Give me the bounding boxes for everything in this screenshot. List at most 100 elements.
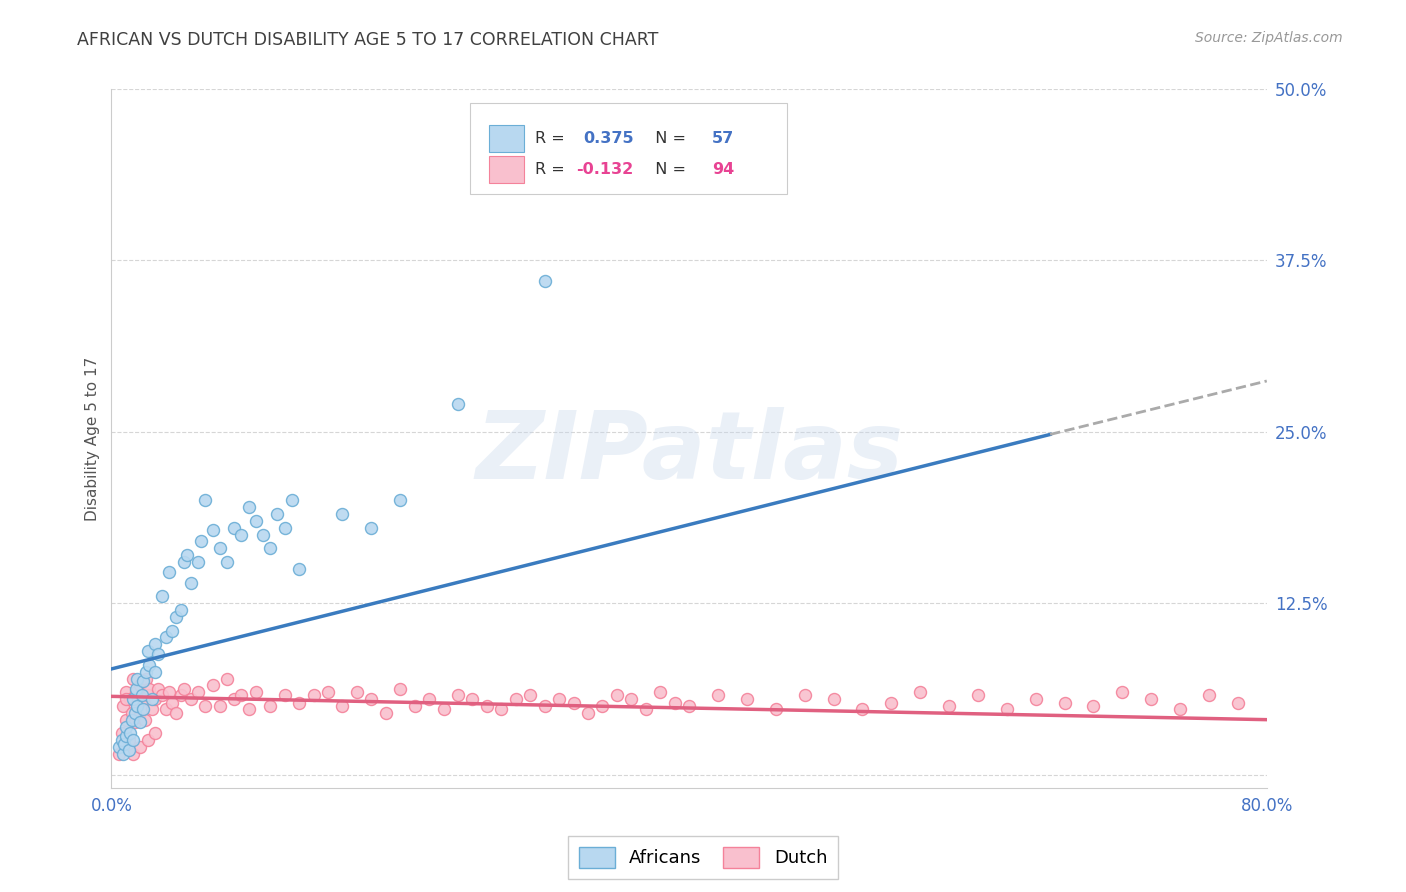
Point: [208, 698, 231, 713]
Text: 57: 57: [713, 131, 734, 145]
Point: [252, 527, 274, 541]
Point: [165, 706, 187, 720]
Point: [215, 555, 238, 569]
Point: [1025, 692, 1047, 706]
Point: [143, 637, 166, 651]
FancyBboxPatch shape: [489, 125, 524, 152]
FancyBboxPatch shape: [489, 156, 524, 183]
Point: [678, 698, 700, 713]
Point: [274, 688, 297, 702]
Point: [136, 733, 159, 747]
Point: [146, 682, 169, 697]
Point: [165, 610, 187, 624]
Point: [281, 493, 304, 508]
Point: [664, 696, 686, 710]
Point: [432, 702, 454, 716]
Point: [1226, 696, 1249, 710]
Point: [823, 692, 845, 706]
Point: [650, 685, 672, 699]
Point: [851, 702, 873, 716]
Point: [245, 685, 267, 699]
Point: [475, 698, 498, 713]
Point: [591, 698, 613, 713]
Point: [111, 747, 134, 761]
Point: [170, 603, 193, 617]
Point: [967, 688, 990, 702]
Point: [707, 688, 730, 702]
Point: [127, 698, 149, 713]
Point: [122, 733, 145, 747]
Point: [122, 692, 145, 706]
Point: [215, 672, 238, 686]
Point: [124, 715, 146, 730]
Text: R =: R =: [536, 161, 571, 177]
Point: [155, 631, 177, 645]
Point: [346, 685, 368, 699]
Point: [138, 657, 160, 672]
Point: [1053, 696, 1076, 710]
Point: [302, 688, 325, 702]
Point: [118, 743, 141, 757]
Point: [793, 688, 815, 702]
Point: [129, 740, 152, 755]
Point: [135, 672, 157, 686]
Point: [288, 562, 311, 576]
Legend: Africans, Dutch: Africans, Dutch: [568, 836, 838, 879]
Point: [115, 729, 138, 743]
Text: ZIPatlas: ZIPatlas: [475, 407, 903, 499]
Point: [389, 493, 412, 508]
Point: [938, 698, 960, 713]
Point: [173, 555, 195, 569]
Point: [650, 153, 672, 168]
Point: [131, 688, 153, 702]
Point: [135, 665, 157, 679]
Point: [132, 674, 155, 689]
Point: [187, 555, 209, 569]
Point: [136, 688, 159, 702]
Text: 0.375: 0.375: [583, 131, 634, 145]
Point: [634, 702, 657, 716]
Point: [110, 726, 132, 740]
Point: [150, 688, 173, 702]
Point: [115, 719, 138, 733]
Point: [136, 644, 159, 658]
Point: [245, 514, 267, 528]
Point: [231, 688, 253, 702]
Point: [880, 696, 903, 710]
Point: [238, 702, 260, 716]
Point: [620, 692, 643, 706]
Point: [122, 747, 145, 761]
Point: [190, 534, 212, 549]
Point: [131, 702, 153, 716]
Point: [461, 692, 484, 706]
Point: [160, 696, 183, 710]
Point: [127, 698, 149, 713]
Point: [360, 692, 382, 706]
Text: N =: N =: [645, 161, 692, 177]
Point: [447, 688, 470, 702]
Point: [447, 397, 470, 411]
FancyBboxPatch shape: [470, 103, 787, 194]
Point: [143, 692, 166, 706]
Point: [201, 524, 224, 538]
Point: [491, 702, 513, 716]
Point: [548, 692, 571, 706]
Point: [1198, 688, 1220, 702]
Point: [128, 710, 150, 724]
Point: [115, 713, 138, 727]
Point: [129, 678, 152, 692]
Point: [765, 702, 787, 716]
Point: [170, 688, 193, 702]
Point: [122, 672, 145, 686]
Point: [266, 507, 288, 521]
Point: [107, 747, 129, 761]
Point: [194, 493, 217, 508]
Point: [120, 692, 142, 706]
Point: [533, 698, 555, 713]
Point: [121, 713, 143, 727]
Point: [1083, 698, 1105, 713]
Point: [360, 521, 382, 535]
Text: AFRICAN VS DUTCH DISABILITY AGE 5 TO 17 CORRELATION CHART: AFRICAN VS DUTCH DISABILITY AGE 5 TO 17 …: [77, 31, 658, 49]
Point: [576, 706, 599, 720]
Point: [127, 672, 149, 686]
